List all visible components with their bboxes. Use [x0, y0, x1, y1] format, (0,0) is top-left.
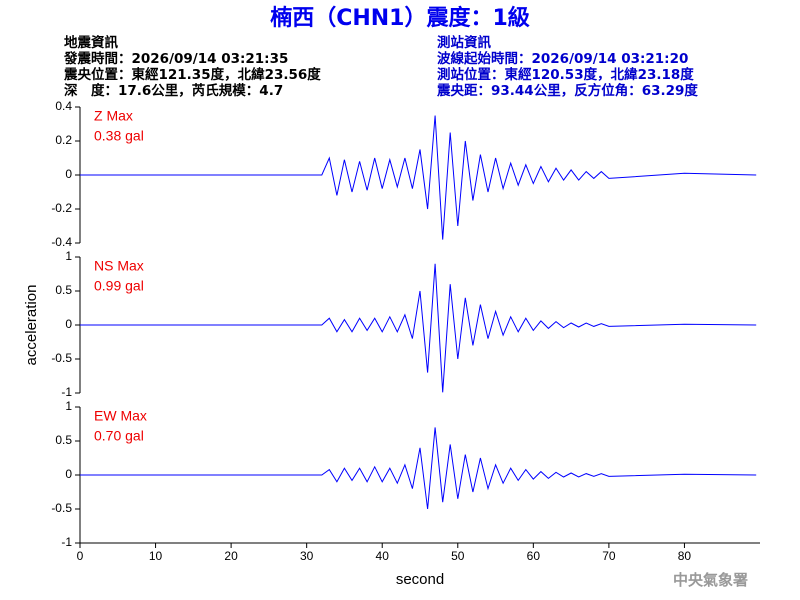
info-line: 地震資訊	[64, 34, 118, 51]
max-label: 0.38 gal	[94, 128, 144, 144]
max-label: 0.99 gal	[94, 278, 144, 294]
y-tick-label: -0.5	[51, 351, 72, 365]
max-label: Z Max	[94, 108, 133, 124]
y-tick-label: -0.4	[51, 235, 72, 249]
x-tick-label: 30	[300, 549, 314, 563]
y-axis-label: acceleration	[23, 285, 40, 366]
x-tick-label: 70	[602, 549, 616, 563]
x-tick-label: 0	[77, 549, 84, 563]
waveform	[80, 115, 757, 240]
info-line: 波線起始時間：2026/09/14 03:21:20	[437, 50, 688, 67]
x-tick-label: 80	[678, 549, 692, 563]
y-tick-label: 1	[65, 249, 72, 263]
info-line: 發震時間：2026/09/14 03:21:35	[63, 50, 288, 67]
y-tick-label: 0	[65, 467, 72, 481]
x-tick-label: 40	[376, 549, 390, 563]
waveform	[80, 427, 757, 510]
title: 楠西（CHN1）震度：1級	[270, 5, 530, 31]
x-tick-label: 20	[224, 549, 238, 563]
x-axis-label: second	[396, 571, 444, 588]
info-line: 測站位置：東經120.53度，北緯23.18度	[437, 66, 694, 83]
x-tick-label: 10	[149, 549, 163, 563]
x-tick-label: 50	[451, 549, 465, 563]
y-tick-label: 0	[65, 167, 72, 181]
y-tick-label: 1	[65, 399, 72, 413]
y-tick-label: 0.2	[55, 133, 72, 147]
y-tick-label: -0.5	[51, 501, 72, 515]
max-label: NS Max	[94, 258, 144, 274]
y-tick-label: 0	[65, 317, 72, 331]
info-line: 深 度：17.6公里，芮氏規模：4.7	[64, 82, 283, 99]
y-tick-label: -1	[61, 535, 72, 549]
x-tick-label: 60	[527, 549, 541, 563]
y-tick-label: 0.5	[55, 283, 72, 297]
y-tick-label: -0.2	[51, 201, 72, 215]
footer: 中央氣象署	[673, 571, 748, 589]
y-tick-label: -1	[61, 385, 72, 399]
y-tick-label: 0.5	[55, 433, 72, 447]
y-tick-label: 0.4	[55, 99, 72, 113]
waveform	[80, 263, 757, 393]
max-label: 0.70 gal	[94, 428, 144, 444]
max-label: EW Max	[94, 408, 147, 424]
info-line: 震央位置：東經121.35度，北緯23.56度	[63, 66, 321, 83]
info-line: 測站資訊	[437, 34, 491, 51]
info-line: 震央距：93.44公里，反方位角：63.29度	[436, 82, 698, 99]
